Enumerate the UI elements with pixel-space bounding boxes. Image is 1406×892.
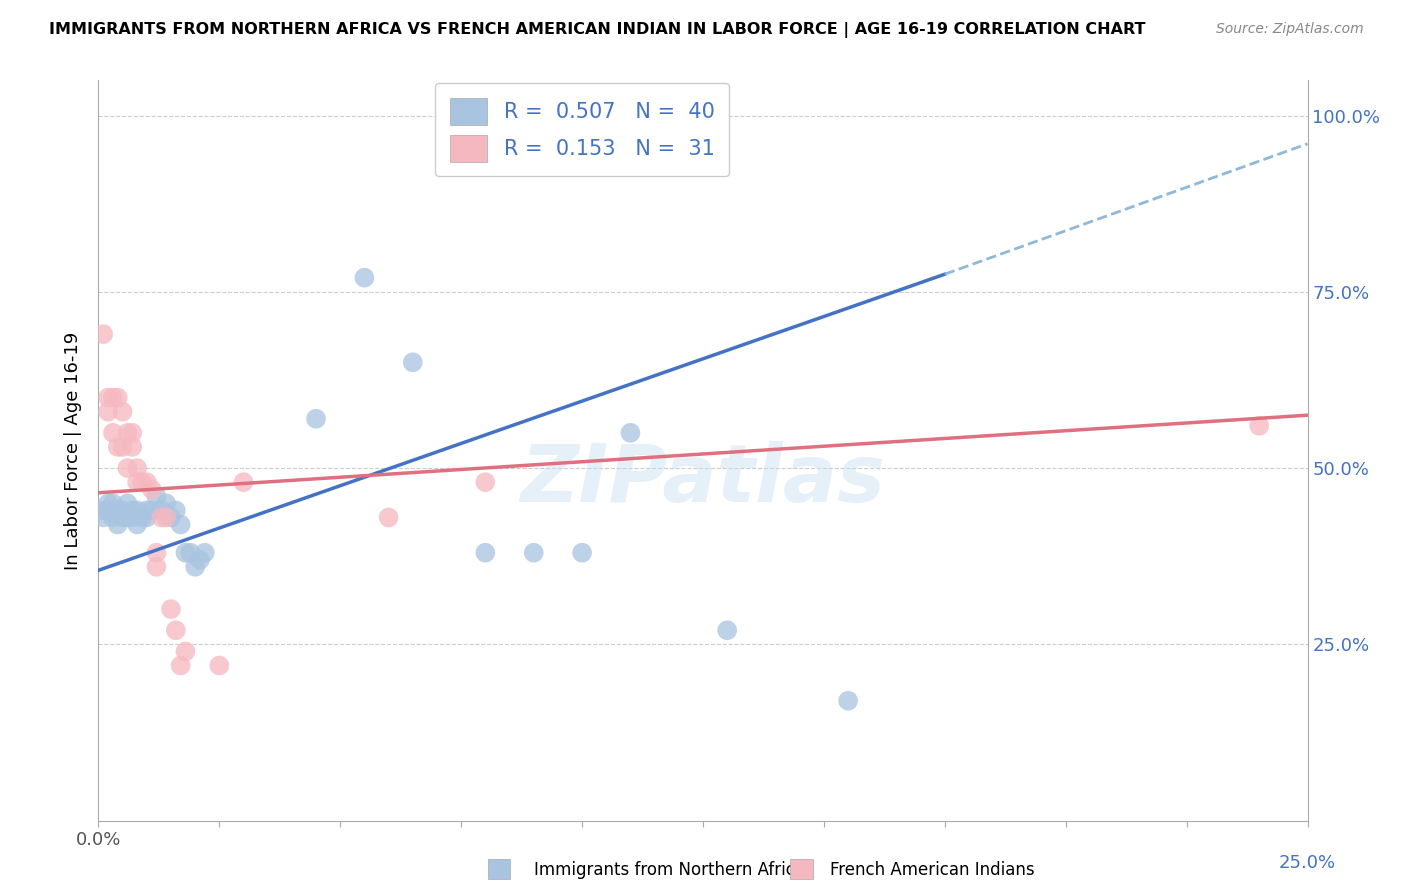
Point — [121, 503, 143, 517]
Point — [150, 503, 173, 517]
Point — [165, 624, 187, 638]
Point — [111, 503, 134, 517]
Point — [305, 411, 328, 425]
Point — [97, 503, 120, 517]
Point — [165, 503, 187, 517]
Text: IMMIGRANTS FROM NORTHERN AFRICA VS FRENCH AMERICAN INDIAN IN LABOR FORCE | AGE 1: IMMIGRANTS FROM NORTHERN AFRICA VS FRENC… — [49, 22, 1146, 38]
Point — [145, 546, 167, 560]
Point — [117, 461, 139, 475]
Point — [91, 510, 114, 524]
Point — [194, 546, 217, 560]
Y-axis label: In Labor Force | Age 16-19: In Labor Force | Age 16-19 — [65, 331, 83, 570]
Point — [101, 425, 124, 440]
Point — [174, 546, 197, 560]
Point — [474, 475, 496, 490]
Point — [91, 503, 114, 517]
Point — [523, 546, 546, 560]
Point — [127, 461, 149, 475]
Point — [107, 391, 129, 405]
Point — [127, 503, 149, 517]
Point — [716, 624, 738, 638]
Point — [232, 475, 254, 490]
Point — [107, 440, 129, 454]
Point — [184, 559, 207, 574]
Text: Source: ZipAtlas.com: Source: ZipAtlas.com — [1216, 22, 1364, 37]
Point — [135, 503, 157, 517]
Point — [97, 496, 120, 510]
Point — [169, 658, 191, 673]
Point — [131, 475, 153, 490]
Point — [155, 510, 177, 524]
Text: 25.0%: 25.0% — [1279, 854, 1336, 872]
Point — [111, 405, 134, 419]
Point — [121, 510, 143, 524]
Point — [145, 559, 167, 574]
Text: Immigrants from Northern Africa: Immigrants from Northern Africa — [534, 861, 806, 879]
Point — [174, 644, 197, 658]
Point — [188, 553, 211, 567]
Point — [141, 503, 163, 517]
Point — [160, 602, 183, 616]
Point — [1249, 418, 1271, 433]
Point — [121, 440, 143, 454]
Point — [141, 482, 163, 496]
Point — [155, 496, 177, 510]
Point — [619, 425, 641, 440]
Point — [97, 391, 120, 405]
Point — [571, 546, 593, 560]
Point — [107, 517, 129, 532]
Point — [837, 694, 859, 708]
Point — [111, 440, 134, 454]
Point — [101, 496, 124, 510]
Point — [208, 658, 231, 673]
Point — [91, 327, 114, 342]
Point — [160, 510, 183, 524]
Point — [117, 425, 139, 440]
Point — [377, 510, 399, 524]
Text: ZIPatlas: ZIPatlas — [520, 441, 886, 519]
Point — [135, 475, 157, 490]
Point — [131, 510, 153, 524]
Point — [97, 405, 120, 419]
Text: French American Indians: French American Indians — [830, 861, 1035, 879]
Point — [117, 496, 139, 510]
Point — [127, 475, 149, 490]
Point — [101, 391, 124, 405]
Point — [179, 546, 201, 560]
Point — [107, 503, 129, 517]
Point — [101, 510, 124, 524]
Point — [169, 517, 191, 532]
Point — [474, 546, 496, 560]
Point — [117, 510, 139, 524]
Point — [127, 517, 149, 532]
Point — [121, 425, 143, 440]
Point — [135, 510, 157, 524]
Legend: R =  0.507   N =  40, R =  0.153   N =  31: R = 0.507 N = 40, R = 0.153 N = 31 — [434, 83, 730, 177]
Point — [111, 510, 134, 524]
Point — [353, 270, 375, 285]
Point — [145, 489, 167, 503]
Point — [402, 355, 425, 369]
Point — [150, 510, 173, 524]
